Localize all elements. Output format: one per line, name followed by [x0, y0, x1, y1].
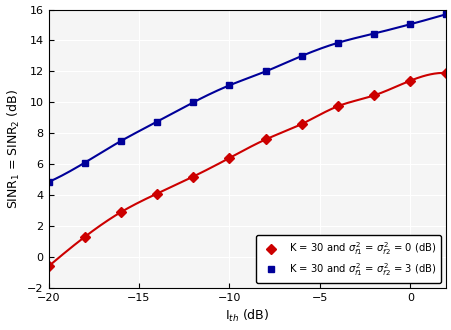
K = 30 and $\sigma_{f1}^2$ = $\sigma_{f2}^2$ = 0 (dB)	[407, 79, 412, 83]
K = 30 and $\sigma_{f1}^2$ = $\sigma_{f2}^2$ = 0 (dB)	[190, 175, 196, 179]
K = 30 and $\sigma_{f1}^2$ = $\sigma_{f2}^2$ = 3 (dB)	[118, 139, 124, 143]
K = 30 and $\sigma_{f1}^2$ = $\sigma_{f2}^2$ = 3 (dB)	[262, 69, 268, 73]
K = 30 and $\sigma_{f1}^2$ = $\sigma_{f2}^2$ = 0 (dB)	[82, 235, 87, 239]
Line: K = 30 and $\sigma_{f1}^2$ = $\sigma_{f2}^2$ = 3 (dB): K = 30 and $\sigma_{f1}^2$ = $\sigma_{f2…	[45, 11, 449, 185]
K = 30 and $\sigma_{f1}^2$ = $\sigma_{f2}^2$ = 3 (dB)	[82, 161, 87, 165]
K = 30 and $\sigma_{f1}^2$ = $\sigma_{f2}^2$ = 0 (dB)	[262, 138, 268, 142]
K = 30 and $\sigma_{f1}^2$ = $\sigma_{f2}^2$ = 0 (dB)	[335, 104, 340, 108]
K = 30 and $\sigma_{f1}^2$ = $\sigma_{f2}^2$ = 3 (dB)	[443, 12, 448, 16]
K = 30 and $\sigma_{f1}^2$ = $\sigma_{f2}^2$ = 0 (dB)	[118, 210, 124, 214]
K = 30 and $\sigma_{f1}^2$ = $\sigma_{f2}^2$ = 0 (dB)	[299, 122, 304, 126]
K = 30 and $\sigma_{f1}^2$ = $\sigma_{f2}^2$ = 0 (dB)	[154, 192, 160, 196]
K = 30 and $\sigma_{f1}^2$ = $\sigma_{f2}^2$ = 3 (dB)	[154, 120, 160, 124]
K = 30 and $\sigma_{f1}^2$ = $\sigma_{f2}^2$ = 3 (dB)	[190, 100, 196, 104]
K = 30 and $\sigma_{f1}^2$ = $\sigma_{f2}^2$ = 0 (dB)	[371, 93, 376, 97]
K = 30 and $\sigma_{f1}^2$ = $\sigma_{f2}^2$ = 3 (dB)	[407, 22, 412, 26]
K = 30 and $\sigma_{f1}^2$ = $\sigma_{f2}^2$ = 3 (dB)	[335, 41, 340, 45]
K = 30 and $\sigma_{f1}^2$ = $\sigma_{f2}^2$ = 3 (dB)	[46, 180, 51, 184]
K = 30 and $\sigma_{f1}^2$ = $\sigma_{f2}^2$ = 0 (dB)	[46, 264, 51, 268]
X-axis label: I$_{th}$ (dB): I$_{th}$ (dB)	[225, 308, 269, 324]
Legend: K = 30 and $\sigma_{f1}^2$ = $\sigma_{f2}^2$ = 0 (dB), K = 30 and $\sigma_{f1}^2: K = 30 and $\sigma_{f1}^2$ = $\sigma_{f2…	[255, 235, 441, 283]
Line: K = 30 and $\sigma_{f1}^2$ = $\sigma_{f2}^2$ = 0 (dB): K = 30 and $\sigma_{f1}^2$ = $\sigma_{f2…	[45, 70, 449, 270]
K = 30 and $\sigma_{f1}^2$ = $\sigma_{f2}^2$ = 0 (dB)	[226, 156, 232, 160]
K = 30 and $\sigma_{f1}^2$ = $\sigma_{f2}^2$ = 3 (dB)	[371, 32, 376, 36]
K = 30 and $\sigma_{f1}^2$ = $\sigma_{f2}^2$ = 3 (dB)	[226, 83, 232, 87]
K = 30 and $\sigma_{f1}^2$ = $\sigma_{f2}^2$ = 0 (dB)	[443, 71, 448, 75]
K = 30 and $\sigma_{f1}^2$ = $\sigma_{f2}^2$ = 3 (dB)	[299, 54, 304, 58]
Y-axis label: SINR$_1$ = SINR$_2$ (dB): SINR$_1$ = SINR$_2$ (dB)	[5, 89, 22, 209]
